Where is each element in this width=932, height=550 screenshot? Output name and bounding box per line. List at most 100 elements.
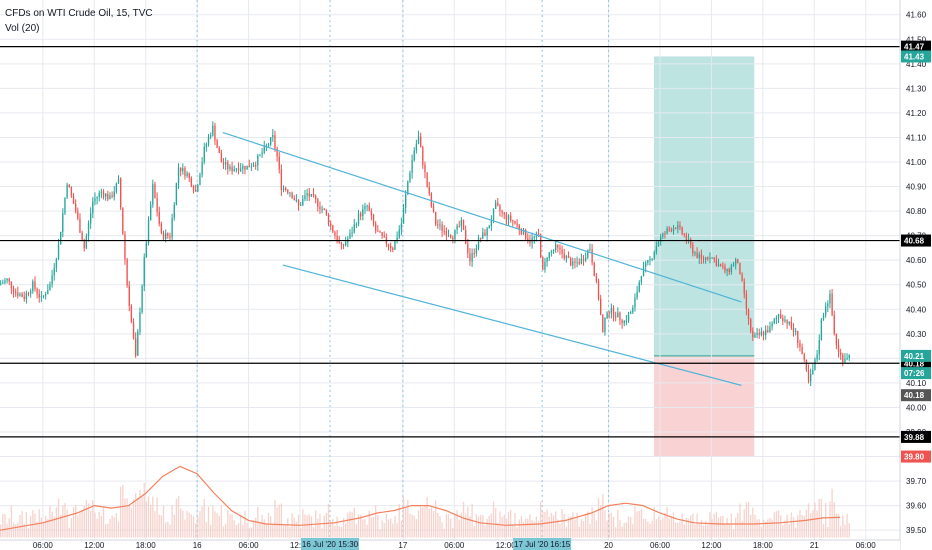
level-label-box	[901, 40, 931, 53]
candle-body	[235, 168, 238, 170]
candle-body	[529, 240, 531, 243]
volume-bar	[790, 512, 793, 538]
candle-body	[405, 194, 407, 209]
volume-bar	[576, 512, 578, 538]
candle-body	[462, 219, 465, 230]
price-flag-label: 40.21	[904, 352, 925, 361]
volume-bar	[212, 505, 214, 538]
candle-body	[544, 261, 546, 270]
candle-body	[488, 226, 490, 229]
volume-bar	[465, 513, 467, 538]
candle-body	[775, 317, 778, 320]
candle-body	[717, 264, 720, 266]
candle-body	[803, 354, 805, 360]
volume-bar	[242, 525, 244, 538]
volume-bar	[400, 520, 403, 538]
candle-body	[698, 254, 700, 258]
candle-body	[612, 308, 615, 317]
volume-bar	[128, 505, 130, 538]
candle-body	[677, 225, 679, 229]
candle-body	[90, 213, 92, 224]
volume-bar	[540, 501, 542, 538]
candle-body	[132, 321, 135, 339]
candle-body	[675, 228, 677, 230]
volume-bar	[709, 512, 711, 538]
volume-bar	[218, 515, 220, 538]
candle-body	[822, 315, 825, 320]
volume-bar	[302, 509, 304, 538]
candle-body	[435, 211, 437, 225]
candle-body	[782, 317, 784, 322]
candle-body	[548, 252, 550, 258]
price-tick-label: 40.80	[906, 207, 927, 216]
volume-bar	[492, 501, 495, 538]
volume-bar	[66, 509, 68, 538]
volume-bar	[565, 527, 568, 538]
volume-bar	[0, 524, 2, 538]
time-tick-label: 06:00	[239, 541, 260, 550]
volume-bar	[426, 496, 428, 538]
candle-body	[610, 308, 613, 313]
volume-bar	[488, 515, 490, 538]
candle-body	[327, 214, 330, 224]
candle-body	[207, 136, 210, 144]
volume-bar	[199, 511, 201, 538]
volume-bar	[555, 511, 557, 538]
volume-bar	[85, 499, 88, 538]
candle-body	[522, 229, 525, 235]
candle-body	[137, 331, 139, 356]
volume-indicator-label: Vol (20)	[5, 23, 40, 34]
candle-body	[357, 213, 360, 225]
candle-body	[825, 306, 827, 316]
volume-bar	[683, 524, 685, 538]
volume-bar	[145, 501, 148, 538]
volume-bar	[756, 519, 758, 538]
candle-body	[685, 235, 688, 241]
volume-bar	[445, 513, 448, 538]
candle-body	[252, 165, 255, 167]
candle-body	[190, 177, 193, 187]
candle-body	[51, 275, 53, 285]
volume-bar	[381, 520, 383, 538]
volume-bar	[754, 514, 756, 538]
volume-bar	[625, 522, 628, 538]
volume-bar	[420, 506, 422, 538]
volume-ma	[0, 465, 841, 531]
candle-body	[291, 192, 293, 199]
candle-body	[552, 249, 555, 252]
volume-bar	[844, 524, 846, 538]
candle-body	[447, 235, 450, 237]
candle-body	[668, 228, 670, 230]
volume-bar	[745, 502, 748, 538]
candle-body	[334, 232, 336, 236]
candle-body	[70, 186, 73, 196]
candle-body	[788, 321, 790, 324]
candle-body	[507, 215, 510, 220]
volume-bar	[372, 517, 375, 538]
candle-body	[424, 164, 426, 173]
volume-bar	[282, 525, 285, 538]
volume-bar	[132, 499, 135, 538]
price-tick-label: 39.50	[906, 526, 927, 535]
candle-body	[83, 241, 85, 249]
volume-bar	[634, 506, 636, 538]
volume-bar	[220, 505, 223, 538]
candle-body	[6, 278, 8, 281]
candle-body	[15, 291, 17, 293]
volume-bar	[702, 525, 705, 538]
volume-bar	[165, 522, 167, 538]
candle-body	[724, 266, 726, 272]
candle-body	[627, 313, 630, 321]
volume-bar	[520, 516, 523, 538]
volume-bar	[368, 510, 370, 538]
volume-bar	[829, 501, 831, 538]
volume-bar	[201, 506, 203, 538]
candle-body	[520, 229, 523, 235]
candle-body	[282, 187, 285, 190]
candle-body	[469, 253, 471, 262]
volume-bar	[647, 521, 649, 538]
volume-bar	[94, 512, 96, 538]
price-tick-label: 41.40	[906, 60, 927, 69]
